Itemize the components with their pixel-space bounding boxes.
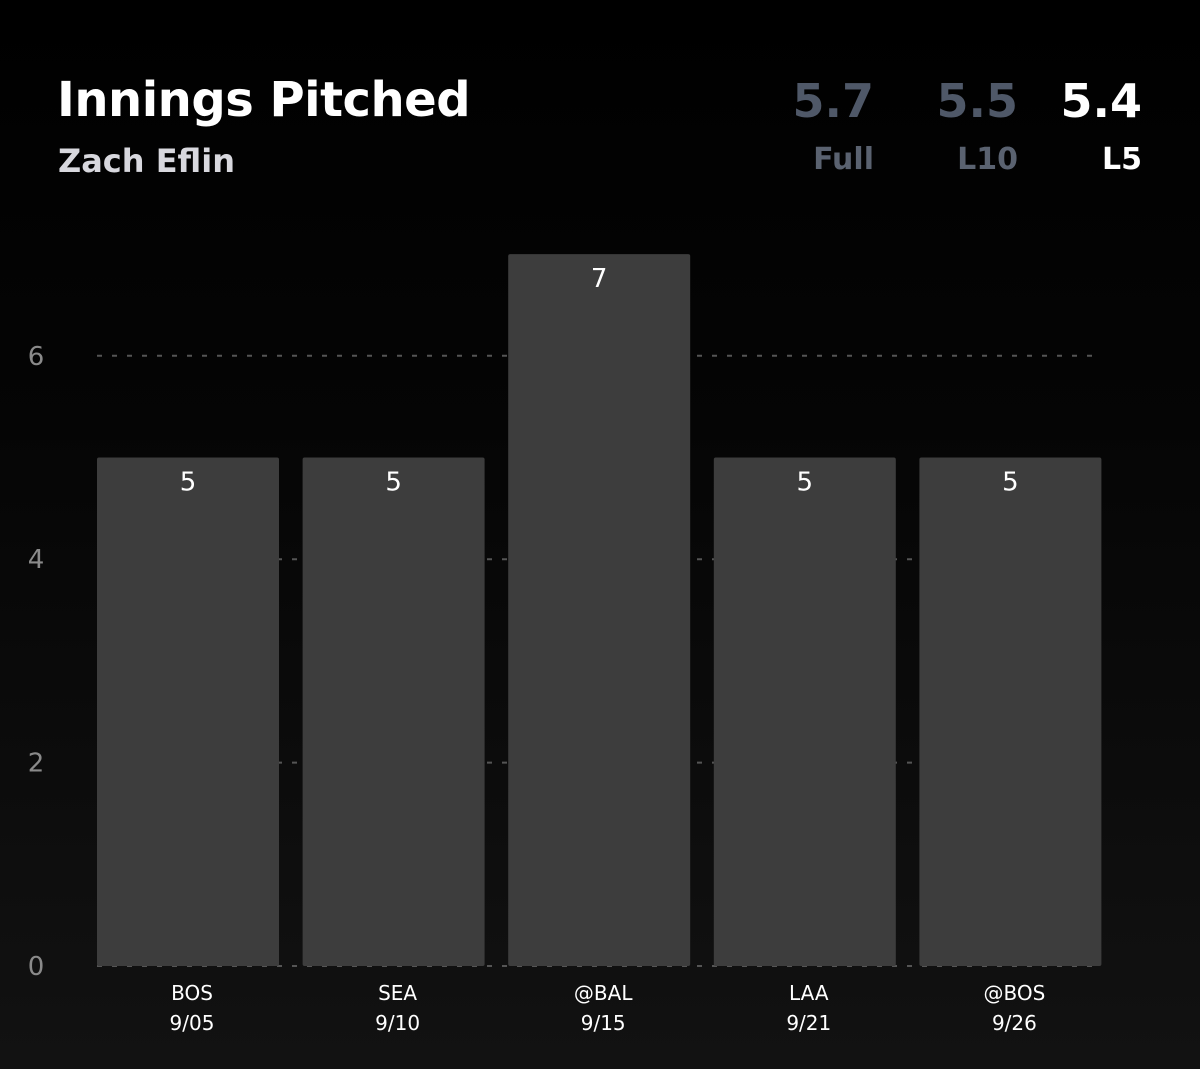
x-tick-opponent: @BAL	[574, 981, 633, 1005]
stat-l10-label: L10	[957, 142, 1018, 177]
chart-subtitle: Zach Eflin	[58, 142, 236, 180]
stat-full-label: Full	[813, 142, 874, 177]
stat-l10-value: 5.5	[936, 74, 1019, 128]
x-tick-opponent: LAA	[789, 981, 829, 1005]
x-tick-opponent: @BOS	[983, 981, 1045, 1005]
x-tick-date: 9/26	[992, 1011, 1037, 1035]
data-label: 5	[180, 468, 197, 498]
data-label: 7	[591, 264, 608, 294]
stat-l5-value: 5.4	[1060, 74, 1143, 128]
y-tick-label: 6	[28, 342, 45, 372]
bar	[97, 457, 279, 966]
data-label: 5	[1002, 468, 1019, 498]
x-tick-date: 9/15	[581, 1011, 626, 1035]
bar	[919, 457, 1102, 966]
x-tick-opponent: SEA	[378, 981, 417, 1005]
x-tick-date: 9/21	[786, 1011, 831, 1035]
axis-labels: 0 2 4 6 BOS 9/05 SEA 9/10 @BAL 9/15 LAA 9/21 @BOS 9/2…	[28, 342, 1046, 1035]
bar	[302, 457, 485, 966]
x-tick-date: 9/05	[170, 1011, 215, 1035]
bar	[508, 254, 691, 967]
y-tick-label: 2	[28, 749, 45, 779]
stat-l5-label: L5	[1102, 142, 1142, 177]
bars	[97, 254, 1102, 967]
x-tick-opponent: BOS	[171, 981, 213, 1005]
x-tick-date: 9/10	[375, 1011, 420, 1035]
bar	[713, 457, 896, 966]
data-label: 5	[797, 468, 814, 498]
y-tick-label: 0	[28, 952, 45, 982]
data-labels: 5 5 7 5 5	[180, 264, 1019, 497]
chart-title: Innings Pitched	[57, 72, 471, 128]
stat-full-value: 5.7	[792, 74, 875, 128]
y-tick-label: 4	[28, 545, 45, 575]
data-label: 5	[385, 468, 402, 498]
